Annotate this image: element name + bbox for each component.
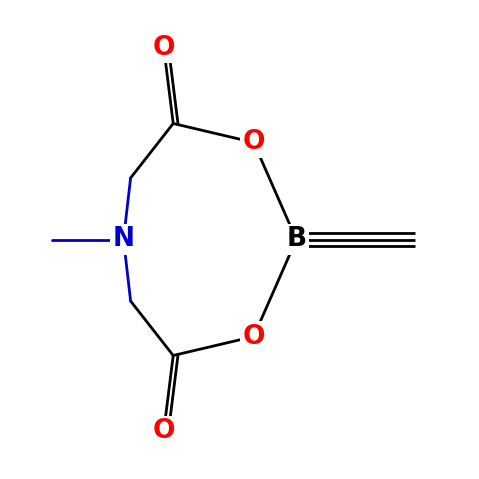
Text: B: B	[286, 227, 307, 252]
Text: O: O	[242, 129, 265, 156]
Text: O: O	[242, 323, 265, 350]
Text: O: O	[152, 35, 175, 61]
Text: N: N	[113, 227, 135, 252]
Text: O: O	[152, 418, 175, 444]
